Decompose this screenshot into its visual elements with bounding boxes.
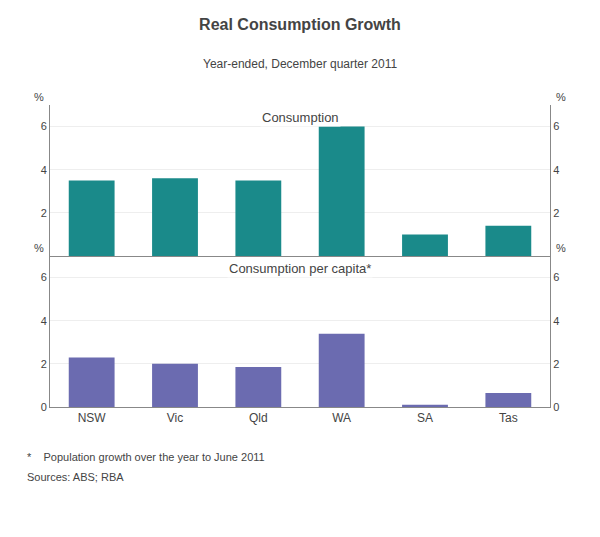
svg-text:Consumption: Consumption — [262, 110, 339, 125]
svg-text:Qld: Qld — [249, 411, 268, 425]
svg-text:NSW: NSW — [78, 411, 107, 425]
svg-text:%: % — [34, 91, 44, 103]
svg-text:SA: SA — [417, 411, 433, 425]
svg-text:2: 2 — [553, 207, 559, 219]
svg-text:Year-ended, December quarter 2: Year-ended, December quarter 2011 — [203, 57, 397, 71]
svg-text:%: % — [556, 91, 566, 103]
svg-text:0: 0 — [41, 401, 47, 413]
svg-text:%: % — [34, 242, 44, 254]
svg-text:2: 2 — [41, 358, 47, 370]
svg-text:Consumption per capita*: Consumption per capita* — [229, 261, 371, 276]
svg-text:* Population growth over th: * Population growth over the year to Jun… — [27, 451, 265, 463]
svg-text:Sources: ABS; RBA: Sources: ABS; RBA — [27, 471, 124, 483]
svg-text:%: % — [556, 242, 566, 254]
svg-text:6: 6 — [41, 271, 47, 283]
svg-text:WA: WA — [332, 411, 351, 425]
svg-text:6: 6 — [553, 120, 559, 132]
svg-text:2: 2 — [41, 207, 47, 219]
svg-text:Tas: Tas — [499, 411, 518, 425]
svg-text:6: 6 — [41, 120, 47, 132]
svg-text:Real Consumption Growth: Real Consumption Growth — [199, 16, 401, 33]
svg-text:4: 4 — [41, 164, 47, 176]
svg-text:4: 4 — [553, 315, 559, 327]
svg-text:4: 4 — [553, 164, 559, 176]
svg-text:6: 6 — [553, 271, 559, 283]
svg-text:2: 2 — [553, 358, 559, 370]
svg-text:4: 4 — [41, 315, 47, 327]
svg-text:Vic: Vic — [167, 411, 183, 425]
svg-text:0: 0 — [553, 401, 559, 413]
